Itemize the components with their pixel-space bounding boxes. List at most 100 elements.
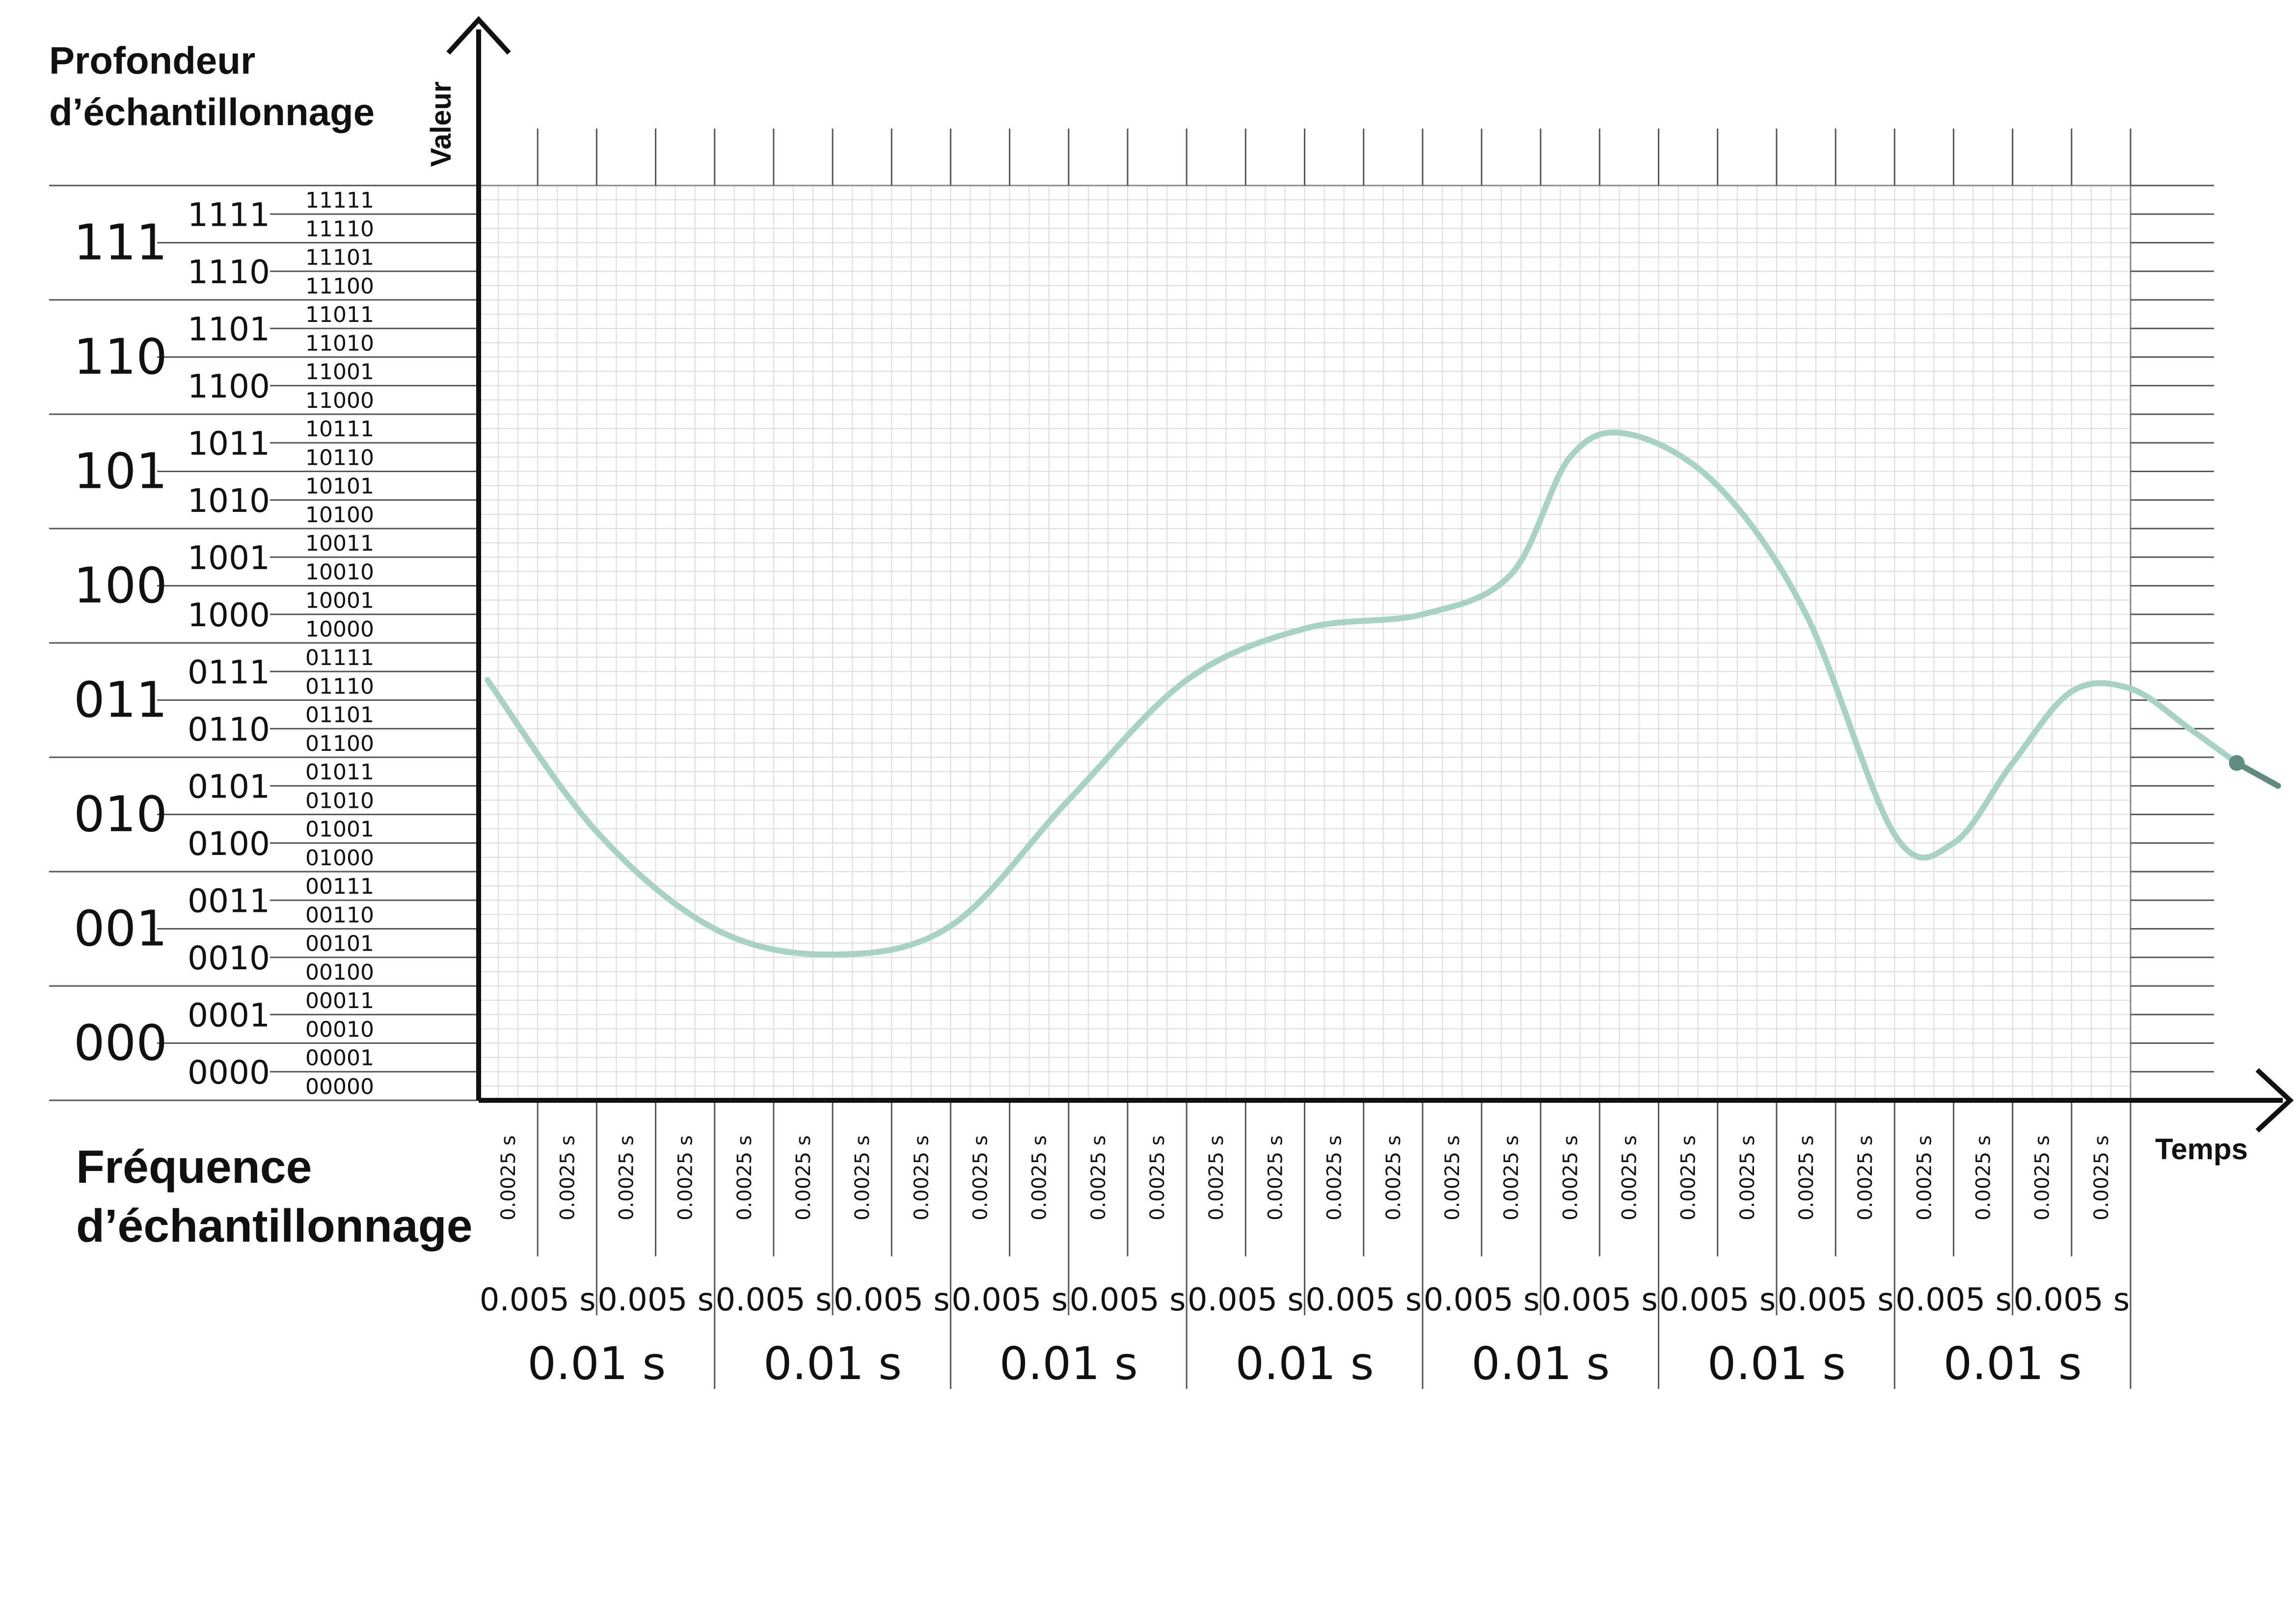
time-label-fine: 0.0025 s — [1205, 1135, 1228, 1221]
depth-label-5bit: 10000 — [305, 617, 374, 642]
time-label-fine: 0.0025 s — [1913, 1135, 1936, 1221]
depth-label-4bit: 1001 — [188, 539, 270, 577]
time-label-medium: 0.005 s — [951, 1282, 1068, 1318]
time-label-fine: 0.0025 s — [910, 1135, 933, 1221]
depth-label-5bit: 01000 — [305, 846, 374, 871]
signal-waveform — [485, 429, 2281, 958]
time-label-coarse: 0.01 s — [1471, 1337, 1610, 1390]
time-label-coarse: 0.01 s — [1707, 1337, 1846, 1390]
depth-label-4bit: 1000 — [188, 596, 270, 634]
depth-title-line2: d’échantillonnage — [49, 90, 375, 133]
time-label-fine: 0.0025 s — [615, 1135, 638, 1221]
depth-label-4bit: 1111 — [188, 196, 270, 234]
depth-label-5bit: 11111 — [305, 188, 374, 213]
signal-tail — [2234, 760, 2281, 789]
time-label-coarse: 0.01 s — [999, 1337, 1138, 1390]
time-label-fine: 0.0025 s — [556, 1135, 579, 1221]
depth-label-5bit: 11101 — [305, 245, 374, 270]
depth-label-5bit: 00001 — [305, 1046, 374, 1071]
depth-label-5bit: 10100 — [305, 503, 374, 528]
depth-label-5bit: 00110 — [305, 903, 374, 928]
time-label-medium: 0.005 s — [715, 1282, 832, 1318]
time-label-medium: 0.005 s — [1070, 1282, 1186, 1318]
depth-label-5bit: 11100 — [305, 274, 374, 299]
time-label-fine: 0.0025 s — [1795, 1135, 1818, 1221]
depth-label-5bit: 00101 — [305, 931, 374, 957]
depth-label-4bit: 0011 — [188, 882, 270, 920]
y-axis-arrow — [446, 16, 511, 55]
depth-label-5bit: 00011 — [305, 988, 374, 1013]
time-label-medium: 0.005 s — [597, 1282, 714, 1318]
depth-label-3bit: 100 — [74, 557, 167, 614]
depth-label-5bit: 01001 — [305, 817, 374, 842]
frequency-title-line1: Fréquence — [76, 1141, 312, 1193]
depth-label-3bit: 110 — [74, 328, 167, 386]
time-label-fine: 0.0025 s — [1028, 1135, 1051, 1221]
depth-label-5bit: 00000 — [305, 1074, 374, 1099]
sample-grid — [478, 129, 2214, 1101]
time-label-medium: 0.005 s — [2013, 1282, 2130, 1318]
depth-level-labels: 1111101011000110100010001111111011011100… — [49, 185, 479, 1101]
depth-label-4bit: 0010 — [188, 939, 270, 977]
depth-label-5bit: 01101 — [305, 703, 374, 728]
depth-label-5bit: 00100 — [305, 960, 374, 985]
depth-label-4bit: 0100 — [188, 825, 270, 863]
depth-label-5bit: 10011 — [305, 531, 374, 556]
time-label-medium: 0.005 s — [1778, 1282, 1894, 1318]
depth-label-5bit: 00111 — [305, 874, 374, 899]
x-axis-arrow — [2255, 1068, 2294, 1133]
depth-label-5bit: 01111 — [305, 645, 374, 670]
time-label-medium: 0.005 s — [1541, 1282, 1658, 1318]
time-label-fine: 0.0025 s — [1736, 1135, 1759, 1221]
depth-label-5bit: 11011 — [305, 302, 374, 327]
time-label-fine: 0.0025 s — [1382, 1135, 1405, 1221]
depth-label-5bit: 01010 — [305, 788, 374, 813]
depth-label-5bit: 01100 — [305, 731, 374, 756]
time-label-fine: 0.0025 s — [1972, 1135, 1995, 1221]
time-label-fine: 0.0025 s — [2090, 1135, 2113, 1221]
depth-label-5bit: 00010 — [305, 1017, 374, 1042]
depth-label-3bit: 101 — [74, 443, 167, 500]
time-label-fine: 0.0025 s — [1146, 1135, 1169, 1221]
time-label-fine: 0.0025 s — [1324, 1135, 1346, 1221]
depth-label-5bit: 11010 — [305, 331, 374, 356]
axes — [446, 16, 2294, 1133]
time-label-fine: 0.0025 s — [1087, 1135, 1110, 1221]
time-label-fine: 0.0025 s — [1500, 1135, 1523, 1221]
depth-label-5bit: 01110 — [305, 674, 374, 699]
depth-label-5bit: 01011 — [305, 760, 374, 785]
time-label-medium: 0.005 s — [1305, 1282, 1422, 1318]
time-label-fine: 0.0025 s — [851, 1135, 874, 1221]
time-label-fine: 0.0025 s — [497, 1135, 520, 1221]
time-label-fine: 0.0025 s — [970, 1135, 992, 1221]
depth-label-5bit: 10001 — [305, 588, 374, 613]
depth-label-4bit: 1011 — [188, 425, 270, 462]
depth-label-3bit: 000 — [74, 1014, 167, 1072]
depth-label-4bit: 0101 — [188, 768, 270, 805]
time-label-coarse: 0.01 s — [1235, 1337, 1374, 1390]
depth-label-5bit: 10101 — [305, 474, 374, 499]
depth-label-5bit: 11001 — [305, 360, 374, 385]
depth-label-3bit: 111 — [74, 214, 167, 271]
time-label-fine: 0.0025 s — [2031, 1135, 2054, 1221]
depth-label-5bit: 10111 — [305, 417, 374, 442]
time-label-medium: 0.005 s — [1895, 1282, 2012, 1318]
depth-label-3bit: 001 — [74, 900, 167, 958]
time-label-fine: 0.0025 s — [792, 1135, 815, 1221]
time-label-coarse: 0.01 s — [1944, 1337, 2082, 1390]
time-label-coarse: 0.01 s — [763, 1337, 902, 1390]
frequency-title-line2: d’échantillonnage — [76, 1200, 473, 1252]
depth-label-4bit: 0000 — [188, 1054, 270, 1091]
depth-label-4bit: 0110 — [188, 711, 270, 748]
time-label-fine: 0.0025 s — [675, 1135, 697, 1221]
time-label-medium: 0.005 s — [1659, 1282, 1776, 1318]
depth-label-4bit: 0001 — [188, 996, 270, 1034]
depth-label-4bit: 1100 — [188, 368, 270, 405]
y-axis-title: Valeur — [425, 81, 457, 167]
time-label-fine: 0.0025 s — [1441, 1135, 1464, 1221]
signal-end-point — [2229, 755, 2245, 771]
time-label-medium: 0.005 s — [834, 1282, 950, 1318]
time-label-coarse: 0.01 s — [527, 1337, 666, 1390]
time-label-fine: 0.0025 s — [1854, 1135, 1877, 1221]
depth-label-4bit: 1010 — [188, 482, 270, 520]
